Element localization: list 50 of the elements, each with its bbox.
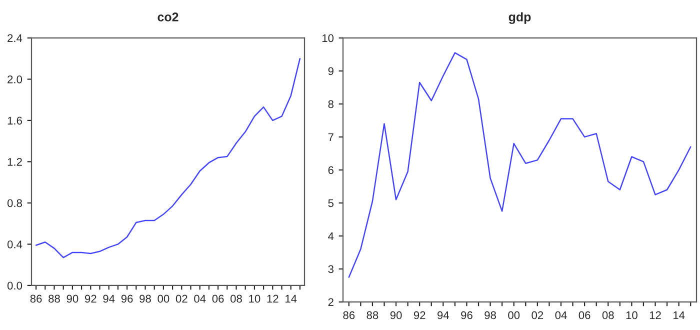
x-tick-label: 86 xyxy=(343,311,355,320)
x-tick-label: 88 xyxy=(366,311,378,320)
chart-title: co2 xyxy=(158,12,178,22)
x-tick-label: 04 xyxy=(194,294,206,303)
x-tick-label: 98 xyxy=(484,311,496,320)
x-tick-label: 14 xyxy=(673,311,685,320)
y-tick-label: 0.8 xyxy=(7,199,22,208)
chart-title: gdp xyxy=(508,12,531,24)
x-tick-label: 14 xyxy=(286,294,297,303)
y-tick-label: 7 xyxy=(328,133,334,141)
x-tick-label: 92 xyxy=(414,311,426,320)
x-tick-label: 90 xyxy=(390,311,402,320)
y-tick-label: 2.0 xyxy=(8,75,22,84)
x-tick-label: 88 xyxy=(48,294,60,303)
y-tick-label: 5 xyxy=(328,199,334,208)
y-tick-label: 2 xyxy=(328,298,334,306)
x-tick-label: 96 xyxy=(461,311,472,320)
line-series xyxy=(35,58,301,258)
y-tick-label: 6 xyxy=(328,166,334,174)
x-tick-label: 10 xyxy=(249,294,260,303)
y-tick-label: 2.4 xyxy=(8,34,22,42)
y-tick-label: 0.0 xyxy=(7,282,22,290)
x-tick-label: 08 xyxy=(602,311,614,320)
y-tick-label: 1.2 xyxy=(8,158,22,166)
y-tick-label: 1.6 xyxy=(8,116,22,125)
x-tick-label: 92 xyxy=(84,294,96,303)
x-tick-label: 02 xyxy=(176,294,188,303)
x-tick-label: 94 xyxy=(438,311,450,320)
y-tick-label: 0.4 xyxy=(7,240,22,248)
x-tick-label: 94 xyxy=(103,294,115,303)
y-tick-label: 10 xyxy=(322,34,334,42)
x-tick-label: 08 xyxy=(230,294,242,303)
x-tick-label: 04 xyxy=(555,311,567,320)
line-series xyxy=(348,52,692,278)
x-tick-label: 10 xyxy=(626,311,638,320)
x-tick-label: 00 xyxy=(508,311,520,320)
x-tick-label: 90 xyxy=(66,294,78,303)
x-tick-label: 00 xyxy=(158,294,170,303)
x-tick-label: 96 xyxy=(121,294,133,303)
y-tick-label: 8 xyxy=(328,100,334,108)
x-tick-label: 12 xyxy=(650,311,661,320)
x-tick-label: 12 xyxy=(267,294,278,303)
x-tick-label: 02 xyxy=(532,311,544,320)
y-tick-label: 4 xyxy=(328,232,334,240)
x-tick-label: 06 xyxy=(578,311,590,320)
x-tick-label: 86 xyxy=(30,294,42,303)
y-tick-label: 3 xyxy=(328,265,334,274)
x-tick-label: 06 xyxy=(212,294,224,303)
x-tick-label: 98 xyxy=(140,294,151,303)
y-tick-label: 9 xyxy=(328,67,334,76)
